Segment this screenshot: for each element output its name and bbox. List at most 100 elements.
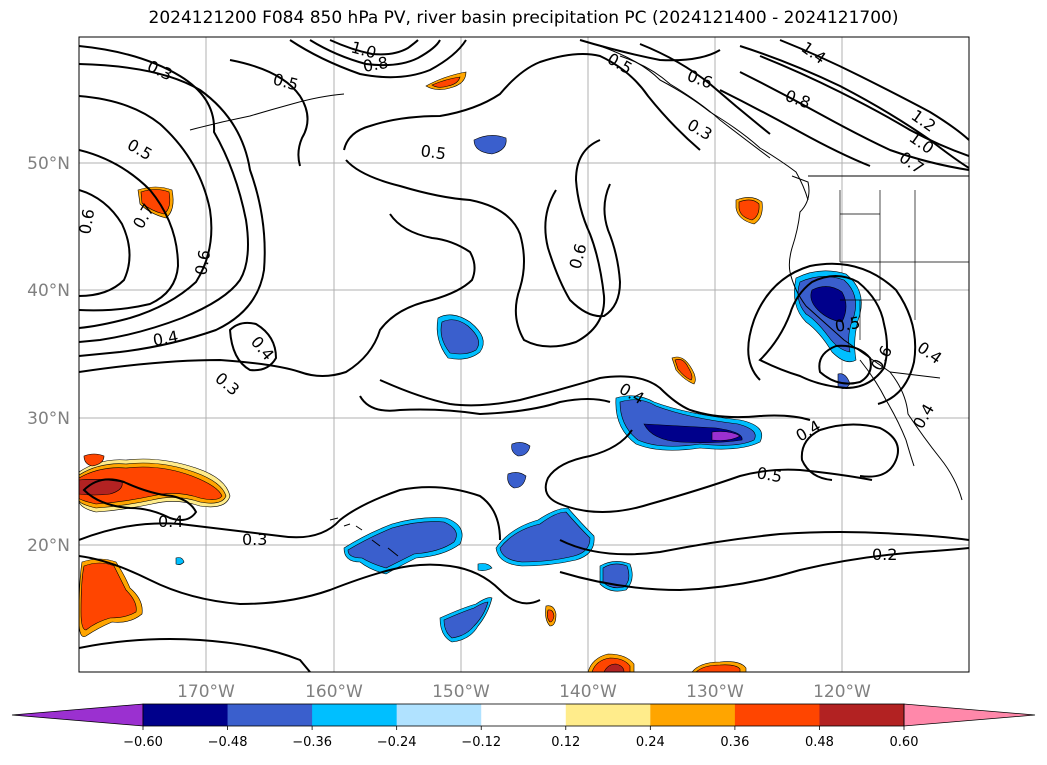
border-us-mexico <box>889 371 941 379</box>
contour-1.2-top <box>329 39 419 56</box>
coastlines <box>189 45 969 557</box>
lon-label: 130°W <box>686 682 744 702</box>
lat-label: 30°N <box>27 409 70 429</box>
precip-blob-neg-hawaii-core <box>347 521 457 569</box>
contour-0.4-mid2 <box>359 395 611 416</box>
colorbar-segment <box>227 704 313 726</box>
contour-0.3-nw-outer <box>79 213 476 377</box>
contour-0.4-south <box>82 478 198 521</box>
lat-label: 50°N <box>27 154 70 174</box>
contour-label: 0.5 <box>755 463 783 486</box>
precip-blob-neg-37n-150w-core <box>440 319 479 355</box>
precip-blob-pos-13n-143w-core <box>547 609 555 623</box>
coast-hawaii <box>329 517 399 557</box>
colorbar-tick-label: −0.48 <box>208 735 248 750</box>
colorbar-segment <box>312 704 398 726</box>
contour-0.2-bottom <box>79 638 311 672</box>
contour-0.3-nw <box>79 45 249 343</box>
colorbar-segment <box>650 704 736 726</box>
colorbar-segment <box>819 704 905 726</box>
colorbar-tick-label: −0.12 <box>461 735 501 750</box>
colorbar-segment <box>481 704 567 726</box>
coast-bc <box>788 175 810 273</box>
contour-label: 0.5 <box>833 313 861 336</box>
contour-0.5-gulf-inner <box>345 139 606 348</box>
contour-1.4-ne <box>779 39 969 141</box>
lon-label: 170°W <box>177 682 235 702</box>
contour-0.5-aleut <box>229 59 309 167</box>
precip-blob-neg-gulf-of-alaska <box>473 135 507 155</box>
contour-0.4-low <box>228 321 278 372</box>
map-panel <box>78 36 970 673</box>
colorbar-segment <box>143 704 229 726</box>
precip-blob-pos-10n-140w-dark <box>603 663 625 672</box>
state-borders <box>839 190 969 340</box>
precip-blob-neg-12n-150w-core <box>443 601 489 639</box>
contour-0.7-nw <box>79 189 131 297</box>
contour-0.6-nw <box>79 149 180 312</box>
colorbar-segment <box>565 704 651 726</box>
coast-alaska-panhandle <box>599 45 809 201</box>
colorbar-tick-label: 0.36 <box>720 735 749 750</box>
coast-alaska-islands <box>619 55 771 159</box>
contour-0.6-ca <box>818 344 872 385</box>
map-frame <box>78 36 970 673</box>
colorbar-extend-low <box>11 703 144 727</box>
contour-label: 0.6 <box>191 248 214 276</box>
precip-blob-pos-10n-128w-core <box>695 664 741 672</box>
precip-blob-pos-27n-178w <box>83 453 105 467</box>
contour-0.3-south <box>79 486 501 541</box>
precip-shading <box>79 71 862 672</box>
contour-label: 0.2 <box>872 545 897 564</box>
colorbar-segment <box>396 704 482 726</box>
lon-label: 160°W <box>305 682 363 702</box>
contour-0.2-east <box>559 547 969 592</box>
precip-blob-pos-34n-132w-core <box>674 359 693 381</box>
colorbar-frame <box>142 703 905 727</box>
contour-0.2-south <box>79 555 541 606</box>
precip-blob-neg-29n-135w-purple <box>711 431 741 441</box>
contour-label: 0.8 <box>361 53 389 76</box>
precip-blob-neg-small-1 <box>511 442 531 457</box>
precip-blob-neg-17n-137w-core <box>602 563 630 589</box>
colorbar-extend-high <box>903 703 1036 727</box>
colorbar-tick-label: 0.60 <box>890 735 919 750</box>
contour-1.0-top-ne <box>579 39 721 62</box>
colorbar-segment <box>734 704 820 726</box>
colorbar-tick-label: −0.60 <box>123 735 163 750</box>
precip-blob-neg-tiny-1 <box>175 557 185 565</box>
precip-blob-neg-18n-145w-core <box>499 511 591 563</box>
contour-label: 0.3 <box>242 530 267 549</box>
contour-0.8-ne <box>719 89 871 167</box>
precip-blob-neg-california-core <box>810 286 847 323</box>
colorbar-tick-label: 0.48 <box>805 735 834 750</box>
precip-blob-pos-46n-127w-core <box>738 199 760 221</box>
contour-label: 0.4 <box>151 327 179 350</box>
contour-0.5-east <box>544 429 873 513</box>
precip-blob-neg-tiny-2 <box>477 563 493 571</box>
contour-1.0-top <box>289 39 467 79</box>
lat-label: 20°N <box>27 536 70 556</box>
contour-1.2-ne <box>759 55 969 157</box>
pv-contours <box>79 39 969 672</box>
contour-0.4-nw <box>79 63 266 357</box>
latitude-labels: 50°N 40°N 30°N 20°N <box>27 154 70 556</box>
precip-blob-pos-15n-176w-core <box>80 562 137 631</box>
contour-0.4-mid <box>379 375 811 421</box>
contour-0.5-gulf <box>343 53 701 151</box>
contour-1.0-ne <box>739 71 969 171</box>
contour-label: 0.6 <box>75 207 98 235</box>
lon-label: 140°W <box>559 682 617 702</box>
precip-blob-neg-small-2 <box>507 472 527 489</box>
lon-label: 120°W <box>813 682 871 702</box>
precip-blob-pos-56n-150w-core <box>431 76 461 88</box>
contour-0.6-nearcoast <box>639 43 771 135</box>
map-title: 2024121200 F084 850 hPa PV, river basin … <box>148 8 899 28</box>
contour-0.5-ca <box>758 275 888 390</box>
coast-aleutians <box>189 93 345 131</box>
contour-label: 0.4 <box>158 512 183 531</box>
colorbar-tick-label: 0.24 <box>636 735 665 750</box>
contour-0.5-nw <box>79 95 213 329</box>
lat-label: 40°N <box>27 281 70 301</box>
lon-label: 150°W <box>432 682 490 702</box>
